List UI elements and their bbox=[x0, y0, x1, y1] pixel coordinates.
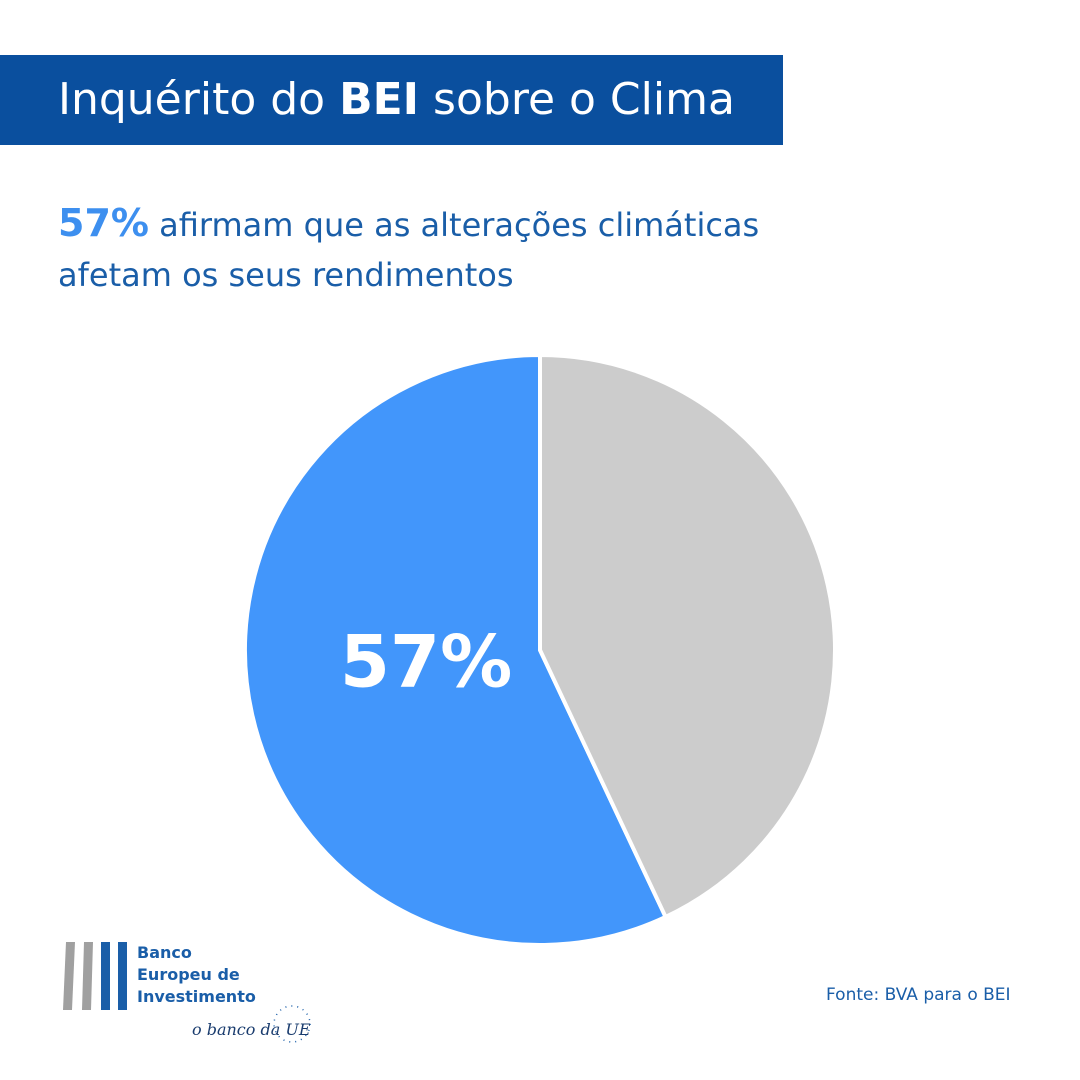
logo-line: Investimento bbox=[137, 987, 256, 1006]
subtitle-line: afirmam que as alterações climáticas bbox=[159, 206, 760, 244]
title-text: Inquérito do bbox=[58, 74, 326, 125]
title-bold: BEI bbox=[339, 74, 420, 125]
pie-slice bbox=[538, 353, 837, 919]
subtitle: 57% afirmam que as alterações climáticas… bbox=[58, 198, 759, 300]
subtitle-line: afetam os seus rendimentos bbox=[58, 256, 514, 294]
source: Fonte: BVA para o BEI bbox=[826, 985, 1011, 1005]
logo-line: Europeu de bbox=[137, 965, 240, 984]
logo-mark bbox=[63, 942, 311, 1043]
pie-slice bbox=[243, 353, 668, 947]
title-bar: Inquérito do BEI sobre o Clima bbox=[0, 55, 783, 145]
logo-text: Banco Europeu de Investimento bbox=[137, 942, 256, 1008]
logo-tagline: o banco da UE bbox=[192, 1020, 311, 1039]
logo-line: Banco bbox=[137, 943, 192, 962]
subtitle-highlight: 57% bbox=[58, 201, 149, 245]
slice-label: 57% bbox=[340, 620, 512, 704]
title-text: sobre o Clima bbox=[433, 74, 735, 125]
